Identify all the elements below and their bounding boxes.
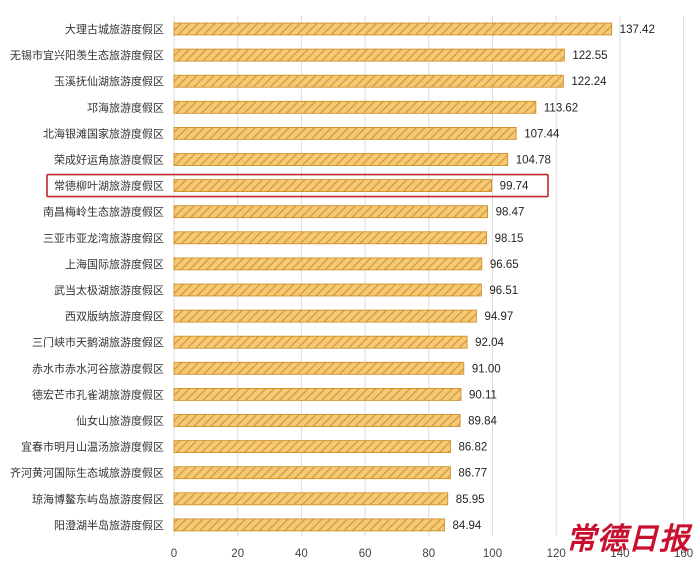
category-label: 上海国际旅游度假区	[65, 257, 164, 271]
value-label: 98.47	[496, 207, 525, 219]
value-label: 98.15	[495, 233, 524, 245]
value-label: 86.82	[459, 442, 488, 454]
bar	[173, 361, 465, 375]
x-tick-label: 80	[422, 548, 435, 560]
watermark-logo: 常德日报	[566, 522, 690, 557]
category-label: 邛海旅游度假区	[87, 100, 164, 114]
category-label: 宜春市明月山温汤旅游度假区	[21, 440, 164, 454]
x-tick-label: 20	[231, 548, 244, 560]
x-tick-label: 60	[359, 548, 372, 560]
value-label: 107.44	[524, 128, 560, 140]
bar	[173, 22, 613, 36]
category-label: 南昌梅岭生态旅游度假区	[43, 205, 164, 219]
value-label: 85.95	[456, 494, 485, 506]
x-tick-label: 140	[610, 548, 629, 560]
category-label: 赤水市赤水河谷旅游度假区	[32, 361, 164, 375]
value-label: 122.55	[572, 50, 607, 62]
value-label: 96.65	[490, 259, 519, 271]
bar	[173, 309, 477, 323]
x-tick-label: 120	[547, 548, 566, 560]
category-label: 三亚市亚龙湾旅游度假区	[43, 231, 164, 245]
x-axis-ticks: 0 20 40 60 80 100 120 140 160	[171, 548, 693, 560]
bar	[173, 153, 509, 166]
value-label: 92.04	[475, 337, 504, 349]
value-labels: 137.42 122.55 122.24 113.62 107.44 104.78 99.7…	[453, 24, 655, 532]
bar	[173, 440, 451, 454]
highlight-rectangle	[46, 173, 549, 198]
x-tick-label: 160	[674, 548, 693, 560]
value-label: 122.24	[571, 76, 607, 88]
bar	[173, 231, 488, 245]
value-label: 91.00	[472, 363, 501, 375]
category-labels: 大理古城旅游度假区无锡市宜兴阳羡生态旅游度假区玉溪抚仙湖旅游度假区邛海旅游度假区…	[10, 22, 164, 532]
bar	[173, 335, 468, 349]
category-label: 大理古城旅游度假区	[65, 22, 164, 36]
value-label: 96.51	[489, 285, 518, 297]
highlight-box	[46, 173, 549, 198]
bar	[173, 518, 445, 532]
bar	[173, 414, 461, 427]
value-label: 137.42	[620, 24, 655, 36]
bar	[173, 257, 483, 271]
category-label: 齐河黄河国际生态城旅游度假区	[10, 466, 164, 480]
grid-lines	[173, 16, 685, 536]
x-tick-label: 40	[295, 548, 308, 560]
value-label: 104.78	[516, 155, 551, 167]
x-tick-label: 0	[171, 548, 177, 560]
value-label: 86.77	[458, 468, 487, 480]
value-label: 99.74	[500, 181, 529, 193]
value-label: 84.94	[453, 520, 482, 532]
bar	[173, 100, 537, 114]
bar	[173, 466, 451, 480]
bar	[173, 205, 489, 219]
bar	[173, 74, 564, 88]
category-label: 无锡市宜兴阳羡生态旅游度假区	[10, 48, 164, 62]
bar	[173, 387, 462, 401]
category-label: 三门峡市天鹅湖旅游度假区	[32, 335, 164, 349]
bar	[173, 179, 493, 193]
bar	[173, 48, 565, 62]
value-label: 113.62	[544, 102, 578, 114]
category-label: 玉溪抚仙湖旅游度假区	[54, 74, 164, 88]
bar	[173, 492, 449, 506]
x-tick-label: 100	[483, 548, 502, 560]
value-label: 90.11	[469, 389, 497, 401]
category-label: 德宏芒市孔雀湖旅游度假区	[32, 387, 164, 401]
category-label: 常德柳叶湖旅游度假区	[54, 179, 164, 193]
value-label: 89.84	[468, 416, 497, 428]
bar	[173, 283, 482, 297]
bars	[173, 22, 613, 532]
category-label: 阳澄湖半岛旅游度假区	[54, 518, 164, 532]
value-label: 94.97	[484, 311, 513, 323]
category-label: 西双版纳旅游度假区	[65, 309, 164, 323]
category-label: 北海银滩国家旅游度假区	[43, 126, 164, 140]
bar	[173, 127, 517, 140]
category-label: 琼海博鳌东屿岛旅游度假区	[32, 492, 164, 506]
category-label: 仙女山旅游度假区	[76, 414, 164, 428]
category-label: 武当太极湖旅游度假区	[54, 283, 164, 297]
category-label: 荣成好运角旅游度假区	[54, 153, 164, 167]
